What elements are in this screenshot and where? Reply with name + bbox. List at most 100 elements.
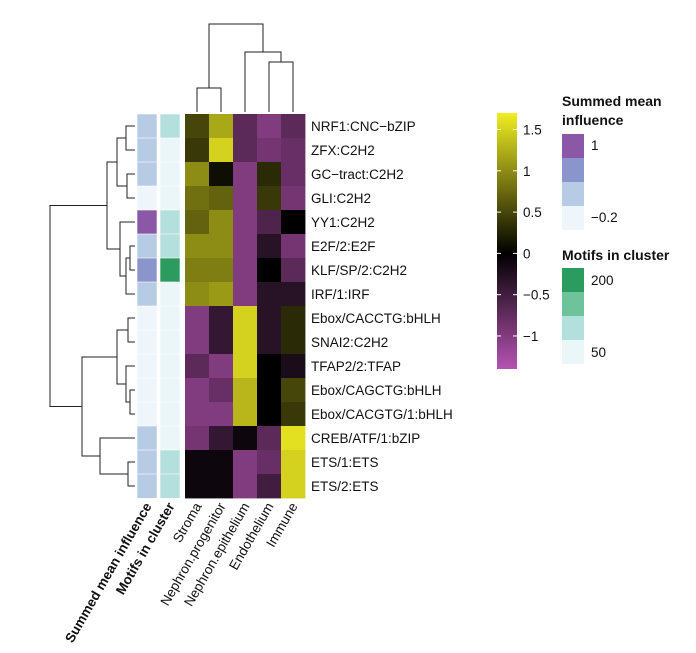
annotation-column-label: Summed mean influence	[62, 500, 155, 646]
heat-cell	[185, 234, 210, 259]
heat-cell	[209, 378, 234, 403]
color-scale-tick-label: 1.5	[523, 123, 542, 138]
row-label: E2F/2:E2F	[311, 239, 376, 254]
heat-cell	[281, 306, 306, 331]
row-label: Ebox/CACGTG/1:bHLH	[311, 407, 453, 422]
heat-cell	[209, 210, 234, 235]
influence-cell	[136, 401, 158, 427]
heat-cell	[209, 354, 234, 379]
influence-cell	[136, 257, 158, 283]
heat-cell	[257, 474, 282, 499]
row-dendrogram-branch	[99, 437, 135, 475]
heat-cell	[257, 330, 282, 355]
row-label: GC−tract:C2H2	[311, 167, 404, 182]
heat-cell	[257, 186, 282, 211]
motifs-cell	[159, 161, 181, 187]
heat-cell	[233, 450, 258, 475]
heat-cell	[209, 450, 234, 475]
motifs-legend-swatch	[562, 292, 584, 316]
heat-cell	[233, 426, 258, 451]
heat-cell	[281, 186, 306, 211]
heat-cell	[185, 186, 210, 211]
motifs-cell	[159, 449, 181, 475]
influence-legend-tick: −0.2	[591, 210, 618, 225]
color-scale-tick-label: −0.5	[523, 288, 550, 303]
heat-cell	[257, 402, 282, 427]
row-dendrogram-branch	[106, 161, 120, 250]
influence-cell	[136, 185, 158, 211]
influence-legend-swatch	[562, 206, 584, 230]
heat-cell	[209, 330, 234, 355]
heat-cell	[233, 234, 258, 259]
motifs-cell	[159, 329, 181, 355]
heat-cell	[185, 330, 210, 355]
influence-legend-title-line2: influence	[562, 112, 624, 128]
motifs-legend-swatch	[562, 268, 584, 292]
influence-cell	[136, 425, 158, 451]
heat-cell	[185, 426, 210, 451]
heat-cell	[209, 186, 234, 211]
heat-cell	[209, 258, 234, 283]
influence-legend-swatch	[562, 158, 584, 182]
heat-cell	[281, 426, 306, 451]
influence-cell	[136, 473, 158, 499]
influence-cell	[136, 449, 158, 475]
heat-cell	[185, 306, 210, 331]
motifs-cell	[159, 377, 181, 403]
row-dendrogram-branch	[129, 389, 135, 415]
motifs-cell	[159, 209, 181, 235]
heat-cell	[281, 114, 306, 139]
motifs-legend: Motifs in cluster 200 50	[562, 247, 670, 364]
heat-cell	[281, 234, 306, 259]
row-label: YY1:C2H2	[311, 215, 375, 230]
column-dendrogram	[196, 23, 294, 112]
heat-cell	[281, 162, 306, 187]
row-dendrogram-branch	[127, 317, 135, 343]
influence-cell	[136, 233, 158, 259]
motifs-cell	[159, 353, 181, 379]
heat-cell	[257, 354, 282, 379]
heat-cell	[209, 474, 234, 499]
heat-cell	[233, 114, 258, 139]
color-scale-tick-label: 0	[523, 246, 531, 261]
heat-cell	[257, 258, 282, 283]
influence-cell	[136, 161, 158, 187]
column-labels: StromaNephron.progenitorNephron.epitheli…	[62, 499, 301, 645]
row-label: GLI:C2H2	[311, 191, 371, 206]
heat-cell	[233, 282, 258, 307]
row-dendrogram-branch	[125, 125, 135, 151]
heat-cell	[209, 114, 234, 139]
influence-cell	[136, 353, 158, 379]
row-label: IRF/1:IRF	[311, 287, 370, 302]
color-scale-tick-label: 1	[523, 164, 531, 179]
heat-cell	[257, 450, 282, 475]
heatmap-cells	[185, 114, 306, 499]
heat-cell	[281, 378, 306, 403]
heat-cell	[209, 138, 234, 163]
heat-cell	[233, 162, 258, 187]
heat-cell	[233, 306, 258, 331]
motifs-legend-swatch	[562, 340, 584, 364]
heat-cell	[281, 354, 306, 379]
heat-cell	[233, 258, 258, 283]
heat-cell	[185, 210, 210, 235]
row-label: SNAI2:C2H2	[311, 335, 388, 350]
heat-cell	[257, 162, 282, 187]
heat-cell	[281, 210, 306, 235]
annotation-cells	[136, 113, 181, 499]
heat-cell	[257, 282, 282, 307]
heat-cell	[257, 378, 282, 403]
row-dendrogram-branch	[127, 461, 135, 487]
heat-cell	[257, 306, 282, 331]
heat-cell	[281, 258, 306, 283]
motifs-legend-tick: 50	[591, 345, 606, 360]
heat-cell	[257, 426, 282, 451]
row-label: ETS/2:ETS	[311, 479, 379, 494]
motifs-cell	[159, 425, 181, 451]
heat-cell	[185, 162, 210, 187]
heat-cell	[185, 354, 210, 379]
heat-cell	[233, 186, 258, 211]
heat-cell	[233, 210, 258, 235]
column-dendrogram-branch	[208, 23, 264, 88]
row-label: TFAP2/2:TFAP	[311, 359, 401, 374]
